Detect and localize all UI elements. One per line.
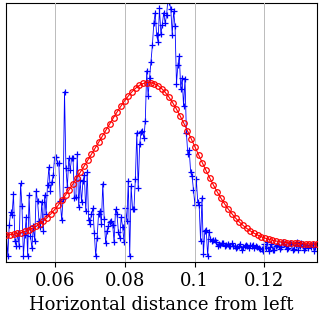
X-axis label: Horizontal distance from left: Horizontal distance from left [29,296,294,314]
